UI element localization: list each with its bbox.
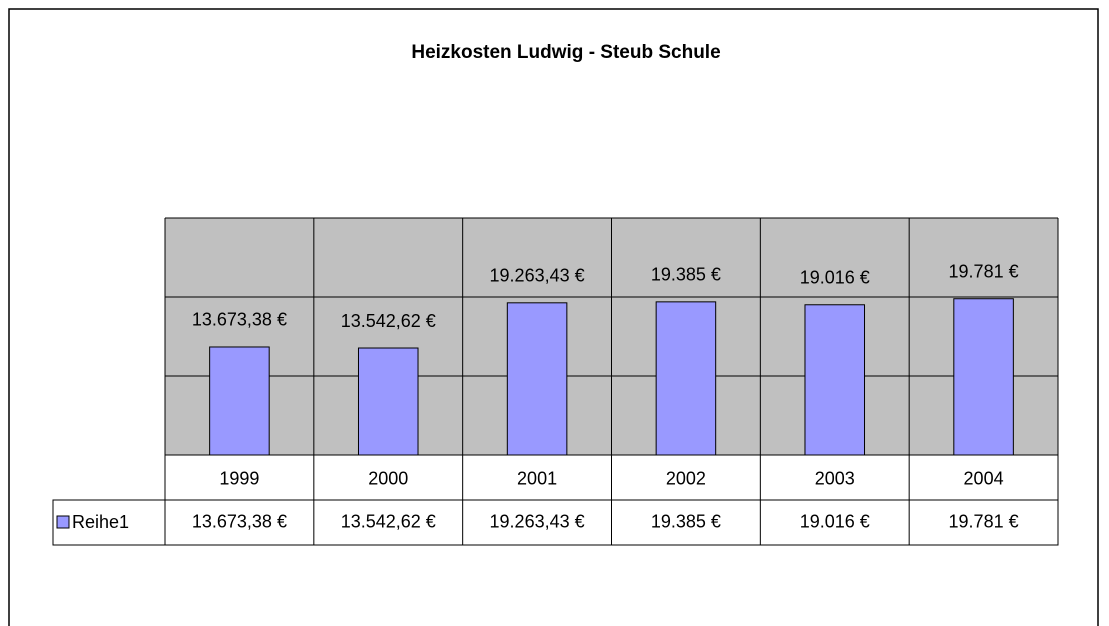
x-tick-label: 2002 [666, 468, 706, 488]
chart-border [8, 8, 1099, 626]
bar [357, 347, 419, 456]
bar [953, 298, 1014, 456]
bar [655, 301, 717, 456]
bar [506, 302, 568, 456]
bar [209, 346, 270, 456]
table-value: 19.263,43 € [490, 511, 585, 531]
bar [804, 304, 866, 456]
data-label: 13.673,38 € [192, 310, 287, 330]
legend-label: Reihe1 [72, 512, 129, 532]
legend-key [56, 515, 70, 529]
table-value: 19.016 € [800, 511, 870, 531]
data-label: 19.263,43 € [490, 266, 585, 286]
data-label: 13.542,62 € [341, 311, 436, 331]
x-tick-label: 1999 [219, 468, 259, 488]
table-value: 19.781 € [949, 511, 1019, 531]
chart-title: Heizkosten Ludwig - Steub Schule [411, 42, 720, 63]
data-label: 19.385 € [651, 265, 721, 285]
data-label: 19.016 € [800, 268, 870, 288]
table-value: 13.673,38 € [192, 511, 287, 531]
table-value: 19.385 € [651, 511, 721, 531]
x-tick-label: 2003 [815, 468, 855, 488]
x-tick-label: 2001 [517, 468, 557, 488]
x-tick-label: 2004 [964, 468, 1004, 488]
x-tick-label: 2000 [368, 468, 408, 488]
table-value: 13.542,62 € [341, 511, 436, 531]
data-label: 19.781 € [949, 261, 1019, 281]
